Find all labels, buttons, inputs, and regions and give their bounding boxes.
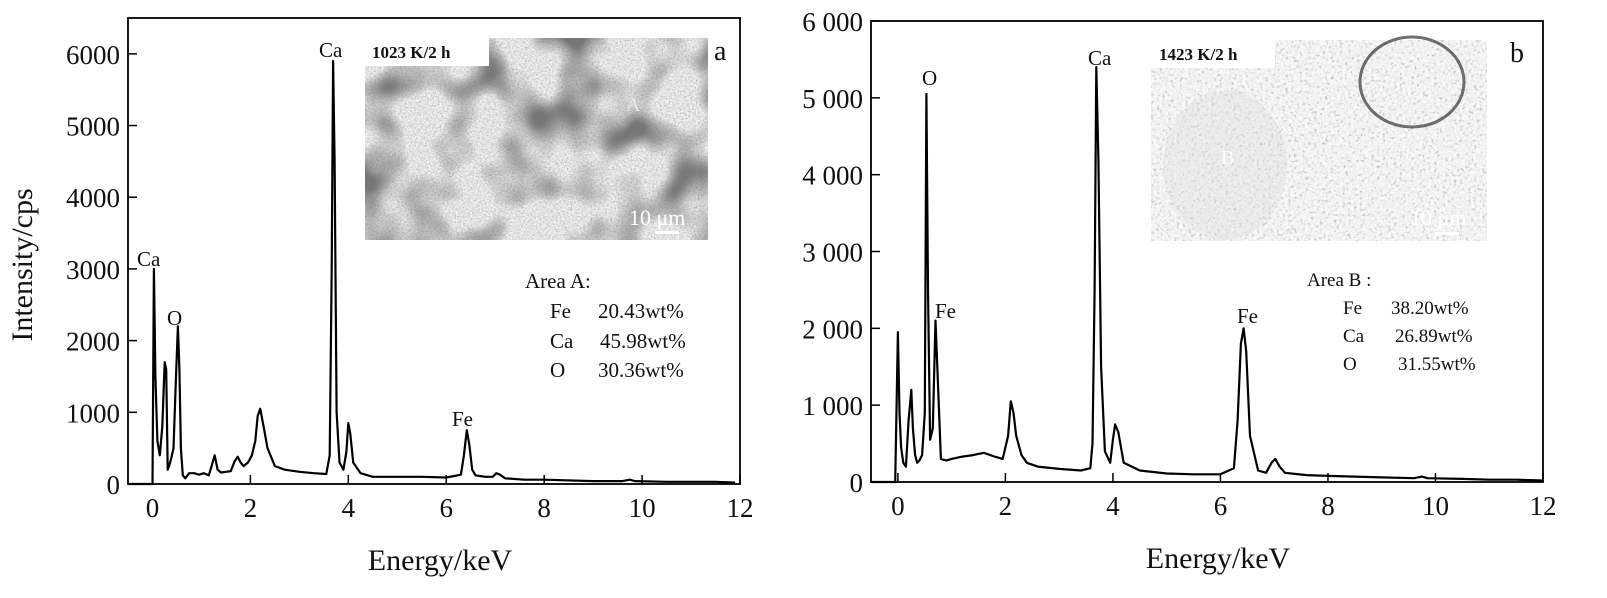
peak-label-o-a: O — [167, 306, 182, 330]
x-axis-label-b: Energy/keV — [1146, 542, 1291, 575]
x-tick-label: 4 — [342, 493, 356, 523]
y-tick-label: 0 — [850, 468, 864, 498]
x-tick-label: 6 — [1214, 491, 1228, 521]
y-tick-label: 1000 — [66, 398, 120, 428]
composition-value-o-a: 30.36wt% — [598, 358, 684, 382]
x-axis-a: 0 2 4 6 8 10 12 — [146, 475, 754, 523]
inset-caption-b: 1423 K/2 h — [1159, 45, 1238, 64]
y-tick-label: 1 000 — [802, 391, 863, 421]
composition-element-ca-a: Ca — [550, 329, 574, 353]
y-tick-label: 4 000 — [802, 161, 863, 191]
composition-value-o-b: 31.55wt% — [1398, 354, 1476, 375]
inset-caption-a: 1023 K/2 h — [372, 43, 451, 62]
composition-table-a: Area A: Fe 20.43wt% Ca 45.98wt% O 30.36w… — [525, 269, 686, 382]
x-tick-label: 2 — [244, 493, 258, 523]
peak-label-o-b: O — [922, 66, 937, 90]
sem-inset-a: 1023 K/2 h A 10 μm — [365, 38, 708, 240]
x-tick-label: 4 — [1106, 491, 1120, 521]
x-tick-label: 10 — [629, 493, 656, 523]
composition-element-o-b: O — [1343, 354, 1357, 375]
composition-element-ca-b: Ca — [1343, 326, 1365, 347]
composition-title-b: Area B : — [1307, 270, 1371, 291]
y-tick-label: 2 000 — [802, 314, 863, 344]
x-tick-label: 8 — [537, 493, 551, 523]
panel-label-a: a — [714, 36, 727, 67]
peak-label-ca-main-a: Ca — [319, 38, 343, 62]
y-tick-label: 3 000 — [802, 238, 863, 268]
composition-element-fe-b: Fe — [1343, 298, 1362, 319]
composition-title-a: Area A: — [525, 269, 591, 293]
y-axis-b: 0 1 000 2 000 3 000 4 000 5 000 6 000 — [802, 7, 880, 498]
x-tick-label: 0 — [146, 493, 160, 523]
y-tick-label: 0 — [107, 470, 121, 500]
composition-element-fe-a: Fe — [550, 299, 571, 323]
composition-value-ca-b: 26.89wt% — [1395, 326, 1473, 347]
x-tick-label: 10 — [1422, 491, 1449, 521]
x-axis-b: 0 2 4 6 8 10 12 — [891, 473, 1557, 521]
inset-area-label-a: A — [626, 94, 641, 116]
panel-label-b: b — [1510, 38, 1524, 69]
y-tick-label: 3000 — [66, 255, 120, 285]
x-tick-label: 12 — [1530, 491, 1557, 521]
y-tick-label: 6 000 — [802, 7, 863, 37]
eds-panel-b: 1423 K/2 h B 10 μm 0 2 4 6 8 10 12 0 1 000 2 000… — [800, 0, 1607, 598]
peak-label-fe-b: Fe — [1237, 304, 1258, 328]
eds-chart-b: 1423 K/2 h B 10 μm 0 2 4 6 8 10 12 0 1 000 2 000… — [802, 7, 1557, 575]
inset-area-label-b: B — [1221, 147, 1234, 169]
spectrum-line — [871, 66, 1544, 484]
y-tick-label: 5000 — [66, 112, 120, 142]
y-tick-label: 2000 — [66, 327, 120, 357]
spectrum-series-a — [128, 59, 736, 486]
peak-label-ca-low-a: Ca — [137, 247, 161, 271]
y-axis-label-a: Intensity/cps — [6, 188, 39, 341]
plot-frame-a — [127, 17, 741, 485]
y-tick-label: 6000 — [66, 40, 120, 70]
x-tick-label: 0 — [891, 491, 905, 521]
spectrum-series-b — [871, 66, 1544, 484]
peak-label-fe-low-b: Fe — [935, 299, 956, 323]
x-tick-label: 6 — [439, 493, 453, 523]
y-tick-label: 5 000 — [802, 84, 863, 114]
eds-panel-a: 1023 K/2 h A 10 μm 0 2 4 6 8 10 12 0 1000 2000 30… — [0, 0, 800, 598]
composition-table-b: Area B : Fe 38.20wt% Ca 26.89wt% O 31.55… — [1307, 270, 1476, 375]
x-axis-label-a: Energy/keV — [368, 544, 513, 577]
peak-label-ca-main-b: Ca — [1088, 46, 1112, 70]
eds-chart-a: 1023 K/2 h A 10 μm 0 2 4 6 8 10 12 0 1000 2000 30… — [6, 17, 754, 577]
inset-scale-label-b: 10 μm — [1410, 205, 1466, 230]
y-axis-a: 0 1000 2000 3000 4000 5000 6000 — [66, 40, 137, 500]
x-tick-label: 12 — [727, 493, 754, 523]
spectrum-line — [128, 59, 736, 486]
sem-inset-b: 1423 K/2 h B 10 μm — [1151, 35, 1487, 241]
peak-label-fe-a: Fe — [452, 407, 473, 431]
y-tick-label: 4000 — [66, 183, 120, 213]
composition-value-ca-a: 45.98wt% — [600, 329, 686, 353]
x-tick-label: 2 — [999, 491, 1013, 521]
x-tick-label: 8 — [1321, 491, 1335, 521]
composition-element-o-a: O — [550, 358, 565, 382]
inset-scale-label-a: 10 μm — [629, 205, 685, 230]
inset-scale-bar-a — [655, 231, 679, 234]
inset-scale-bar-b — [1435, 232, 1459, 235]
composition-value-fe-b: 38.20wt% — [1391, 298, 1469, 319]
composition-value-fe-a: 20.43wt% — [598, 299, 684, 323]
